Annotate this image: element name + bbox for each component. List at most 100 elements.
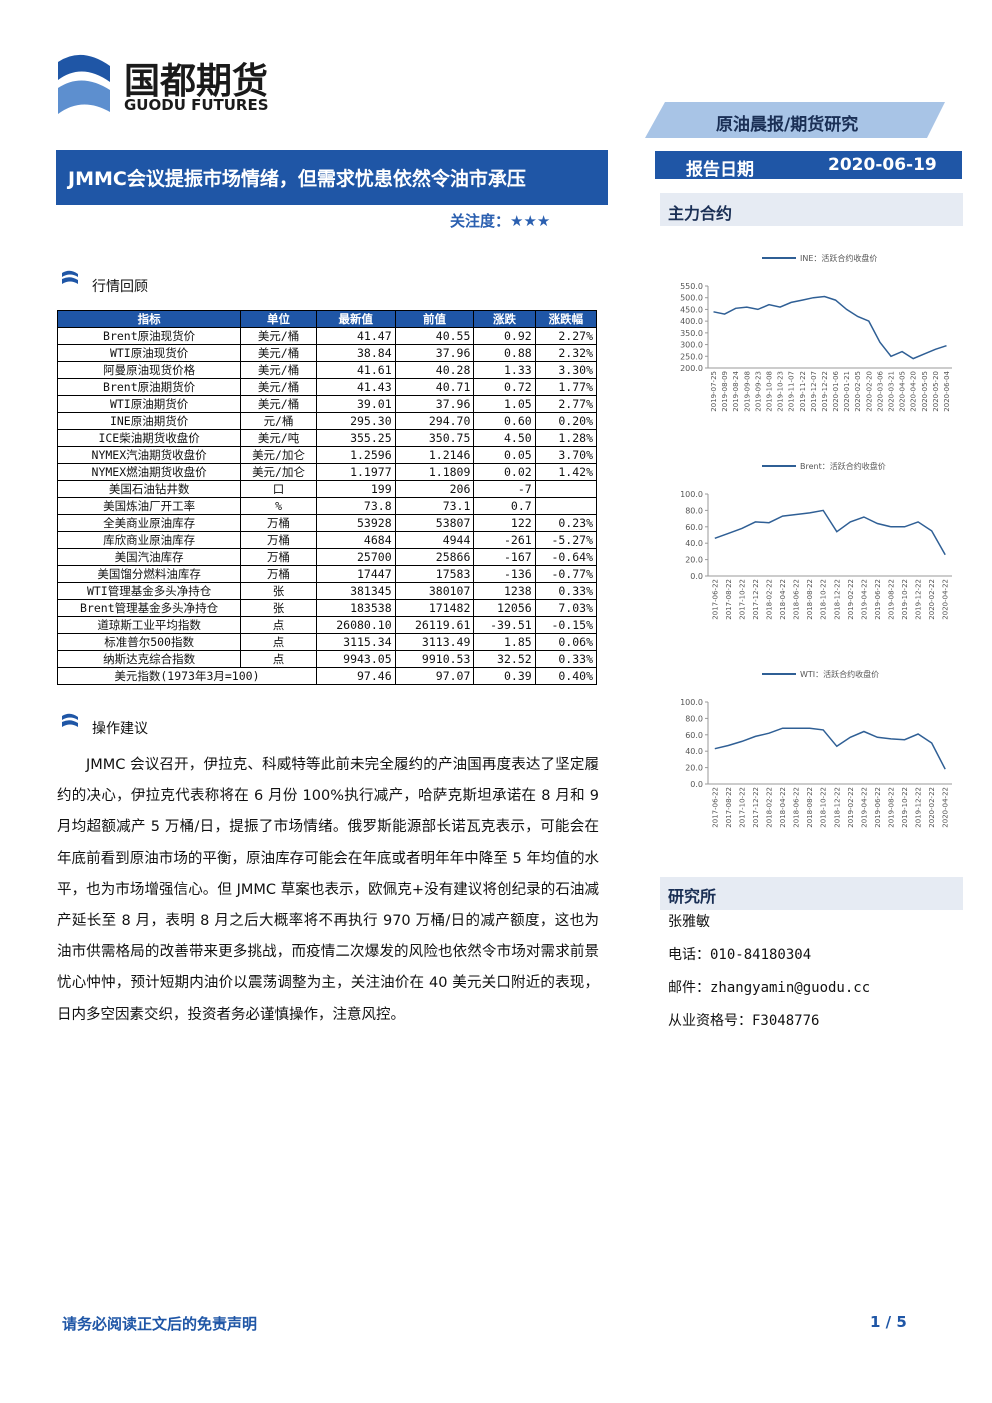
table-cell: 26119.61: [394, 616, 475, 634]
x-tick-label: 2020-02-22: [928, 787, 936, 828]
x-tick-label: 2019-12-22: [915, 579, 923, 620]
table-cell: 9910.53: [394, 650, 475, 668]
table-cell: 25700: [315, 548, 396, 566]
y-tick-label: 350.0: [680, 329, 703, 338]
table-cell: 3.30%: [534, 361, 598, 379]
line-chart: INE：活跃合约收盘价 200.0 250.0 300.0 350.0 400.0 450.…: [680, 253, 952, 412]
y-tick-label: 100.0: [680, 490, 703, 499]
y-tick-label: 60.0: [685, 731, 703, 740]
table-cell: 0.06%: [534, 633, 598, 651]
x-tick-label: 2020-02-05: [854, 371, 862, 412]
table-cell: 3113.49: [394, 633, 475, 651]
table-row: 纳斯达克综合指数点 9943.05 9910.53 32.52 0.33%: [56, 650, 598, 668]
x-tick-label: 2019-10-08: [766, 371, 774, 412]
institute-bar: [660, 877, 963, 910]
x-tick-label: 2018-04-22: [779, 787, 787, 828]
y-tick-label: 500.0: [680, 294, 703, 303]
table-cell: 295.30: [315, 412, 396, 430]
y-tick-label: 550.0: [680, 282, 703, 291]
table-cell: 4944: [394, 531, 475, 549]
y-tick-label: 20.0: [685, 556, 703, 565]
table-cell: 4684: [315, 531, 396, 549]
table-cell: 206: [394, 480, 475, 498]
x-tick-label: 2019-10-23: [777, 371, 785, 412]
price-line: [714, 727, 946, 770]
header-cell: 单位: [240, 310, 317, 328]
table-cell: 183538: [315, 599, 396, 617]
table-cell: 美元/吨: [240, 429, 317, 447]
table-cell: 美国馏分燃料油库存: [56, 565, 242, 583]
table-cell: 1.33: [473, 361, 536, 379]
x-tick-label: 2020-02-20: [865, 371, 873, 412]
section-icon: [62, 713, 78, 727]
table-cell: 40.55: [394, 327, 475, 345]
table-cell: 32.52: [473, 650, 536, 668]
table-cell: NYMEX燃油期货收盘价: [56, 463, 242, 481]
table-cell: 12056: [473, 599, 536, 617]
legend-label: Brent：活跃合约收盘价: [800, 461, 886, 471]
table-row: 美国馏分燃料油库存 万桶 17447 17583 -136 -0.77%: [56, 565, 598, 583]
table-cell: 53807: [394, 514, 475, 532]
table-cell: 万桶: [240, 514, 317, 532]
table-cell: 美元/桶: [240, 395, 317, 413]
table-row: INE原油期货价 元/桶 295.30 294.70 0.60 0.20%: [56, 412, 598, 430]
table-cell: 97.46: [315, 667, 396, 685]
advice-heading: 操作建议: [92, 721, 148, 737]
table-cell: -167: [473, 548, 536, 566]
header-cell: 最新值: [315, 310, 396, 328]
table-cell: 1.2596: [315, 446, 396, 464]
table-cell: 元/桶: [240, 412, 317, 430]
table-row: ICE柴油期货收盘价 美元/吨 355.25 350.75 4.50 1.28%: [56, 429, 598, 447]
table-cell: -0.15%: [534, 616, 598, 634]
table-cell: 294.70: [394, 412, 475, 430]
table-row: 美国炼油厂开工率% 73.8 73.1 0.7: [56, 497, 598, 515]
table-row: WTI原油期货价 美元/桶 39.01 37.96 1.05 2.77%: [56, 395, 598, 413]
x-tick-label: 2018-12-22: [833, 579, 841, 620]
table-row: 标准普尔500指数点 3115.34 3113.49 1.85 0.06%: [56, 633, 598, 651]
x-tick-label: 2020-04-22: [942, 579, 950, 620]
table-cell: 0.72: [473, 378, 536, 396]
date-label: 报告日期: [686, 160, 754, 180]
x-tick-label: 2020-01-06: [832, 370, 840, 411]
table-cell: 美元/加仑: [240, 446, 317, 464]
table-cell: 口: [240, 480, 317, 498]
table-cell: 0.02: [473, 463, 536, 481]
table-cell: 350.75: [394, 429, 475, 447]
table-cell: 1.1977: [315, 463, 396, 481]
table-cell: 1238: [473, 582, 536, 600]
y-tick-label: 200.0: [680, 364, 703, 373]
table-cell: [534, 480, 598, 498]
table-cell: 122: [473, 514, 536, 532]
y-tick-label: 400.0: [680, 317, 703, 326]
table-cell: 万桶: [240, 531, 317, 549]
y-tick-label: 450.0: [680, 305, 703, 314]
advice-text: JMMC 会议召开，伊拉克、科威特等此前未完全履约的产油国再度表达了坚定履约的决…: [57, 757, 599, 1023]
table-cell: 张: [240, 599, 317, 617]
x-tick-label: 2017-06-22: [711, 579, 719, 620]
x-tick-label: 2020-02-22: [928, 579, 936, 620]
table-cell: 美元/桶: [240, 327, 317, 345]
date-bar: [655, 151, 962, 179]
table-cell: 0.7: [473, 497, 536, 515]
tag: 原油晨报/期货研究: [716, 115, 859, 135]
table-cell: -0.77%: [534, 565, 598, 583]
contact-name: 张雅敏: [668, 914, 710, 930]
table-cell: 纳斯达克综合指数: [56, 650, 242, 668]
x-tick-label: 2017-12-22: [752, 787, 760, 828]
x-tick-label: 2020-01-21: [843, 371, 851, 412]
contact-phone: 电话：010-84180304: [668, 947, 812, 963]
table-cell: 380107: [394, 582, 475, 600]
page-number: 1 / 5: [870, 1313, 907, 1331]
table-cell: 美元/桶: [240, 378, 317, 396]
table-row: 美元指数(1973年3月=100) 97.46 97.07 0.39 0.40%: [57, 667, 598, 685]
logo-en: GUODU FUTURES: [124, 96, 269, 114]
table-row: 道琼斯工业平均指数点 26080.10 26119.61 -39.51 -0.15%: [56, 616, 598, 634]
legend-label: INE：活跃合约收盘价: [800, 253, 877, 263]
institute-heading: 研究所: [668, 887, 717, 906]
table-row: 美国汽油库存 万桶 25700 25866 -167 -0.64%: [56, 548, 598, 566]
x-tick-label: 2019-08-24: [732, 370, 740, 411]
table-cell: 1.85: [473, 633, 536, 651]
x-tick-label: 2020-05-20: [932, 371, 940, 412]
table-cell: 点: [240, 633, 317, 651]
